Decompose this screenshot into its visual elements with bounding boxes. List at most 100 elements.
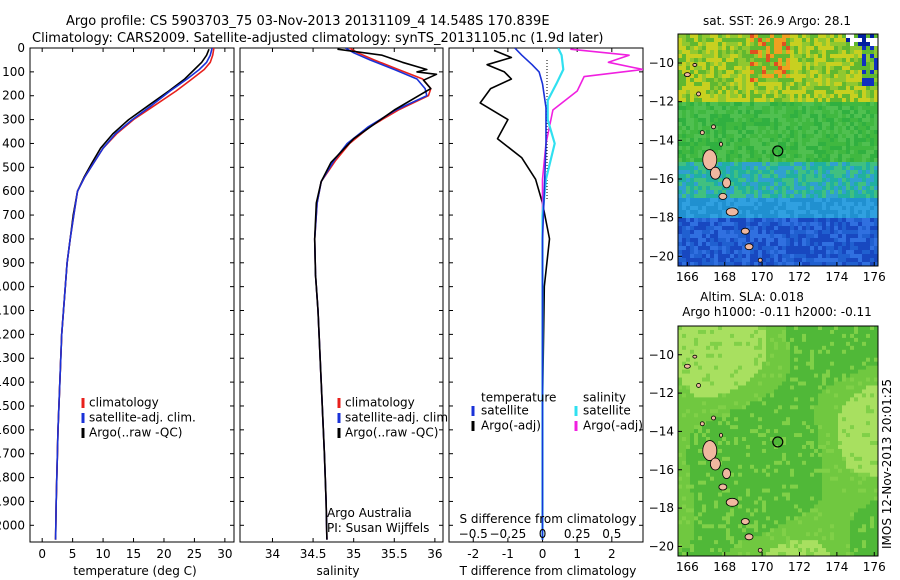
depth-axis: 0 100 200 300 400 500 600 700 800 900 1000 1100 1200… <box>0 41 25 532</box>
x-tick-label: -1 <box>502 547 514 561</box>
depth-tick-label: 0 <box>17 41 25 55</box>
island <box>696 91 701 97</box>
x-tick-label: 0 <box>539 547 547 561</box>
series-line-temperature-satellite <box>514 48 547 540</box>
legend-argo: Argo(..raw -QC) <box>89 426 182 440</box>
sla-map-subtitle: Argo h1000: -0.11 h2000: -0.11 <box>682 305 872 319</box>
island <box>722 177 731 189</box>
island <box>709 457 721 471</box>
depth-tick-label: 1000 <box>0 280 25 294</box>
island <box>725 207 739 217</box>
lon-tick-label: 170 <box>751 270 774 284</box>
depth-tick-label: 1100 <box>0 304 25 318</box>
diff-xlabel: T difference from climatology <box>459 564 637 578</box>
lat-tick-label: −18 <box>649 211 674 225</box>
legend-argo: Argo(..raw -QC) <box>345 426 438 440</box>
lon-tick-label: 166 <box>676 270 699 284</box>
legend-climatology: climatology <box>345 396 415 410</box>
island <box>718 192 728 200</box>
island <box>692 63 698 67</box>
lon-tick-label: 176 <box>863 560 886 574</box>
salinity-diff-legend: salinity satellite Argo(-adj) <box>574 391 643 433</box>
s-tick-label: 0.5 <box>602 527 621 541</box>
depth-tick-label: 500 <box>2 160 25 174</box>
lat-tick-label: −14 <box>649 424 674 438</box>
depth-tick-label: 1200 <box>0 327 25 341</box>
lon-tick-label: 166 <box>676 560 699 574</box>
island <box>757 257 763 263</box>
island <box>725 497 739 507</box>
lat-tick-label: −10 <box>649 56 674 70</box>
island <box>722 468 731 479</box>
x-tick-label: 35.5 <box>381 547 408 561</box>
legend-salinity-satellite: satellite <box>583 404 631 418</box>
lon-tick-label: 168 <box>713 270 736 284</box>
island <box>719 432 723 438</box>
credit-line2: PI: Susan Wijffels <box>327 521 429 535</box>
lon-tick-label: 172 <box>788 270 811 284</box>
x-tick-label: -2 <box>467 547 479 561</box>
island <box>719 141 723 147</box>
x-tick-label: 25 <box>187 547 202 561</box>
depth-tick-label: 800 <box>2 232 25 246</box>
island <box>711 415 716 421</box>
lon-tick-label: 168 <box>713 560 736 574</box>
x-tick-label: 15 <box>126 547 141 561</box>
s-tick-label: −0.25 <box>490 527 527 541</box>
x-tick-label: 35 <box>346 547 361 561</box>
x-tick-label: 34 <box>265 547 280 561</box>
series-line-temperature-argo-adj- <box>479 49 551 540</box>
legend-temperature-argo: Argo(-adj) <box>481 419 541 433</box>
legend-satellite-adj: satellite-adj. clim. <box>89 411 196 425</box>
legend-temperature-header: temperature <box>481 391 556 405</box>
lat-tick-label: −12 <box>649 386 674 400</box>
salinity-panel: 34 34.5 35 35.5 36 salinity climatology sate… <box>239 47 452 578</box>
lat-tick-label: −16 <box>649 463 674 477</box>
lon-tick-label: 176 <box>863 270 886 284</box>
legend-salinity-header: salinity <box>583 391 626 405</box>
depth-tick-label: 400 <box>2 136 25 150</box>
lon-tick-label: 170 <box>751 560 774 574</box>
x-tick-label: 10 <box>95 547 110 561</box>
sla-map-frame <box>677 325 879 557</box>
depth-tick-label: 300 <box>2 113 25 127</box>
argo-position-marker <box>772 145 784 157</box>
depth-tick-label: 1700 <box>0 447 25 461</box>
sst-map-title: sat. SST: 26.9 Argo: 28.1 <box>703 14 851 28</box>
island <box>744 243 754 251</box>
island <box>757 547 763 553</box>
figure-title-line2: Climatology: CARS2009. Satellite-adjuste… <box>32 31 604 46</box>
island <box>740 518 750 525</box>
island <box>683 363 691 369</box>
sst-map-panel: sat. SST: 26.9 Argo: 28.1 166 168 170 172 17… <box>649 14 886 284</box>
salinity-plot-frame <box>239 47 444 543</box>
x-tick-label: 34.5 <box>300 547 327 561</box>
lat-tick-label: −20 <box>649 539 674 553</box>
legend-climatology: climatology <box>89 396 159 410</box>
legend-salinity-argo: Argo(-adj) <box>583 419 643 433</box>
island <box>709 166 721 180</box>
island <box>702 440 718 461</box>
depth-tick-label: 1600 <box>0 423 25 437</box>
imos-timestamp-label: IMOS 12-Nov-2013 20:01:25 <box>880 379 894 549</box>
island <box>696 383 701 388</box>
depth-tick-label: 1800 <box>0 471 25 485</box>
legend-satellite-adj: satellite-adj. clim. <box>345 411 452 425</box>
lat-tick-label: −18 <box>649 501 674 515</box>
depth-tick-label: 200 <box>2 89 25 103</box>
credit-line1: Argo Australia <box>327 506 412 520</box>
island <box>711 124 716 130</box>
depth-tick-label: 1500 <box>0 399 25 413</box>
lon-tick-label: 174 <box>825 560 848 574</box>
island <box>683 72 691 77</box>
x-tick-label: 2 <box>608 547 616 561</box>
depth-tick-label: 900 <box>2 256 25 270</box>
depth-tick-label: 700 <box>2 208 25 222</box>
x-tick-label: 20 <box>156 547 171 561</box>
temperature-plot-frame <box>29 47 235 543</box>
diff-xlabel-top: S difference from climatology <box>460 512 637 526</box>
x-tick-label: 0 <box>38 547 46 561</box>
argo-position-marker <box>772 436 784 448</box>
s-tick-label: 0 <box>539 527 547 541</box>
